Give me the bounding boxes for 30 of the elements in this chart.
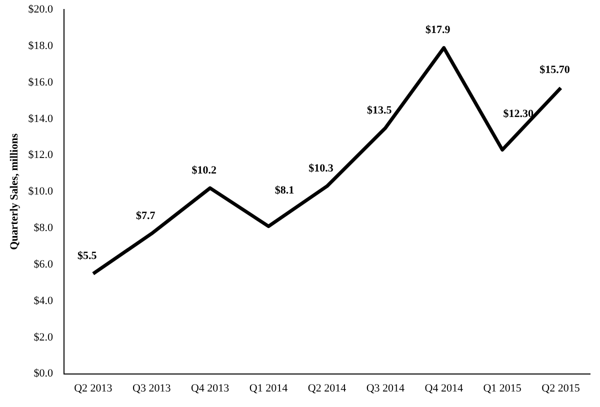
- data-label: $5.5: [78, 250, 98, 262]
- x-tick-label: Q2 2014: [308, 382, 347, 394]
- data-label: $10.2: [192, 164, 217, 176]
- y-tick-label: $0.0: [34, 368, 54, 380]
- data-label: $7.7: [136, 210, 156, 222]
- x-tick-label: Q4 2013: [190, 382, 230, 394]
- y-tick-label: $4.0: [34, 294, 54, 307]
- x-tick-label: Q1 2014: [249, 382, 288, 394]
- data-label: $12.30: [503, 108, 534, 120]
- x-tick-label: Q3 2013: [132, 382, 172, 394]
- y-axis-title: Quarterly Sales, millions: [8, 132, 20, 250]
- x-tick-label: Q1 2015: [483, 382, 522, 394]
- data-label: $17.9: [426, 24, 451, 36]
- x-tick-label: Q2 2015: [542, 382, 580, 394]
- y-tick-label: $20.0: [28, 3, 54, 16]
- y-tick-label: $2.0: [34, 331, 54, 344]
- y-tick-label: $6.0: [34, 258, 54, 270]
- data-label: $8.1: [274, 184, 294, 197]
- data-label: $15.70: [540, 64, 570, 76]
- y-tick-label: $8.0: [34, 222, 54, 234]
- y-tick-label: $16.0: [28, 76, 54, 88]
- x-tick-label: Q3 2014: [366, 382, 406, 394]
- y-tick-label: $10.0: [28, 186, 54, 198]
- data-label: $13.5: [367, 104, 392, 116]
- data-label: $10.3: [308, 162, 334, 175]
- y-tick-label: $14.0: [28, 112, 54, 125]
- y-tick-label: $12.0: [28, 149, 54, 162]
- x-tick-label: Q2 2013: [74, 382, 113, 394]
- x-tick-label: Q4 2014: [424, 382, 464, 394]
- y-tick-label: $18.0: [28, 40, 54, 52]
